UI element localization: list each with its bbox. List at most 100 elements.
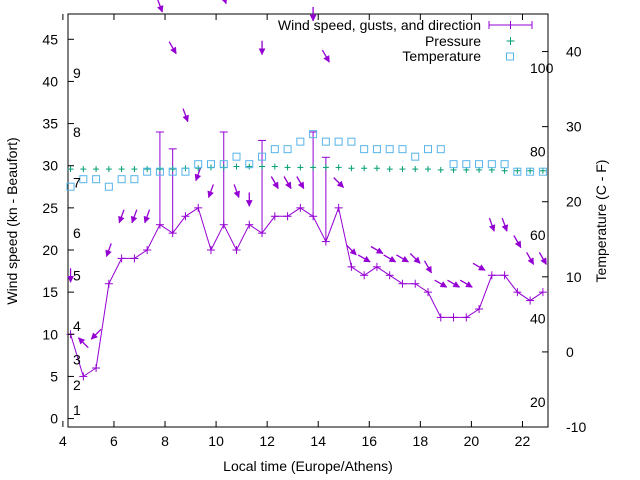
- temperature-point: [411, 152, 420, 161]
- temperature-point: [258, 152, 267, 161]
- temperature-point: [270, 145, 279, 154]
- pressure-point: [348, 165, 355, 172]
- wind-direction-arrow: [221, 0, 227, 5]
- beaufort-label: 7: [73, 175, 81, 191]
- x-tick-label: 14: [310, 433, 326, 449]
- y-tick-label: 40: [42, 73, 58, 89]
- wind-speed-line: [70, 206, 544, 378]
- temperature-point: [526, 167, 535, 176]
- wind-direction-arrow: [207, 184, 214, 199]
- temperature-point: [513, 167, 522, 176]
- y2-tick-label: 40: [566, 44, 582, 60]
- x-tick-label: 20: [464, 433, 480, 449]
- temperature-point: [487, 160, 496, 169]
- wind-point: [500, 271, 509, 280]
- wind-direction-arrow: [156, 0, 164, 13]
- wind-point: [411, 279, 420, 288]
- wind-direction-arrow: [345, 244, 357, 256]
- temperature-point: [398, 145, 407, 154]
- pressure-point: [284, 164, 291, 171]
- wind-point: [372, 262, 381, 271]
- temperature-point: [334, 137, 343, 146]
- legend-swatch-temperature: [506, 52, 514, 61]
- wind-point: [181, 212, 190, 221]
- wind-direction-arrow: [168, 41, 177, 55]
- pressure-point: [399, 166, 406, 173]
- wind-direction-arrow: [258, 40, 266, 56]
- pressure-point: [514, 167, 521, 174]
- pressure-point: [80, 166, 87, 173]
- wind-direction-arrow: [130, 209, 138, 224]
- pressure-point: [118, 166, 125, 173]
- pressure-point: [93, 166, 100, 173]
- beaufort-label: 1: [73, 402, 81, 418]
- legend-swatch-wind: [488, 21, 533, 29]
- legend-label-temperature: Temperature: [402, 48, 481, 64]
- temperature-point: [475, 160, 484, 169]
- temperature-point: [309, 130, 318, 139]
- wind-point: [92, 364, 101, 372]
- pressure-point: [144, 166, 151, 173]
- pressure-point: [169, 166, 176, 173]
- wind-point: [475, 305, 484, 313]
- wind-point: [449, 313, 458, 322]
- wind-direction-arrow: [488, 217, 496, 232]
- temperature-point: [360, 145, 369, 154]
- pressure-point: [195, 165, 202, 172]
- pressure-point: [246, 163, 253, 170]
- temperature-point: [424, 145, 432, 154]
- y2-tick-label: 20: [566, 194, 582, 210]
- y-tick-label: 25: [42, 200, 58, 216]
- wind-point: [309, 212, 318, 221]
- temperature-point: [347, 137, 356, 146]
- temperature-point: [449, 160, 458, 169]
- wind-direction-arrow: [283, 176, 292, 190]
- wind-direction-arrow: [67, 268, 74, 283]
- series-layer: [70, 206, 544, 378]
- pressure-point: [335, 164, 342, 171]
- y-tick-label: 15: [42, 284, 58, 300]
- wind-direction-arrow: [396, 254, 410, 263]
- temperature-point: [321, 137, 330, 146]
- beaufort-label: 8: [73, 124, 81, 140]
- pressure-point: [425, 166, 431, 173]
- temperature-point: [283, 145, 292, 154]
- pressure-point: [67, 166, 74, 173]
- wind-point: [219, 220, 228, 229]
- wind-point: [232, 246, 241, 254]
- wind-direction-arrow: [459, 279, 473, 288]
- wind-direction-arrow: [105, 243, 112, 258]
- temperature-point: [66, 182, 75, 191]
- wind-direction-arrow: [309, 7, 317, 22]
- temperature-point: [219, 160, 228, 169]
- pressure-point: [105, 166, 112, 173]
- wind-point: [117, 254, 126, 263]
- temperature-point: [143, 167, 152, 176]
- y-tick-label: 5: [50, 368, 58, 384]
- wind-point: [334, 203, 343, 212]
- wind-point: [462, 313, 471, 322]
- y2-tick-label: 0: [566, 344, 574, 360]
- y-tick-label: 45: [42, 31, 58, 47]
- y-tick-label: 35: [42, 116, 58, 132]
- fahrenheit-label: 40: [530, 311, 546, 327]
- pressure-point: [322, 164, 329, 171]
- x-tick-label: 8: [161, 433, 169, 449]
- fahrenheit-label: 80: [530, 144, 546, 160]
- temperature-point: [245, 160, 254, 169]
- wind-point: [168, 229, 177, 238]
- wind-direction-arrow: [77, 337, 89, 349]
- wind-direction-arrow: [538, 252, 547, 265]
- y2-tick-label: 10: [566, 269, 582, 285]
- wind-direction-arrow: [321, 49, 330, 63]
- temperature-point: [436, 145, 445, 154]
- marks-layer: [66, 0, 547, 381]
- y-tick-label: 30: [42, 158, 58, 174]
- wind-direction-arrow: [447, 279, 461, 288]
- fahrenheit-label: 60: [530, 227, 546, 243]
- gust-layer: [155, 131, 330, 242]
- x-tick-label: 12: [259, 433, 275, 449]
- temperature-point: [232, 152, 241, 161]
- wind-point: [104, 279, 113, 288]
